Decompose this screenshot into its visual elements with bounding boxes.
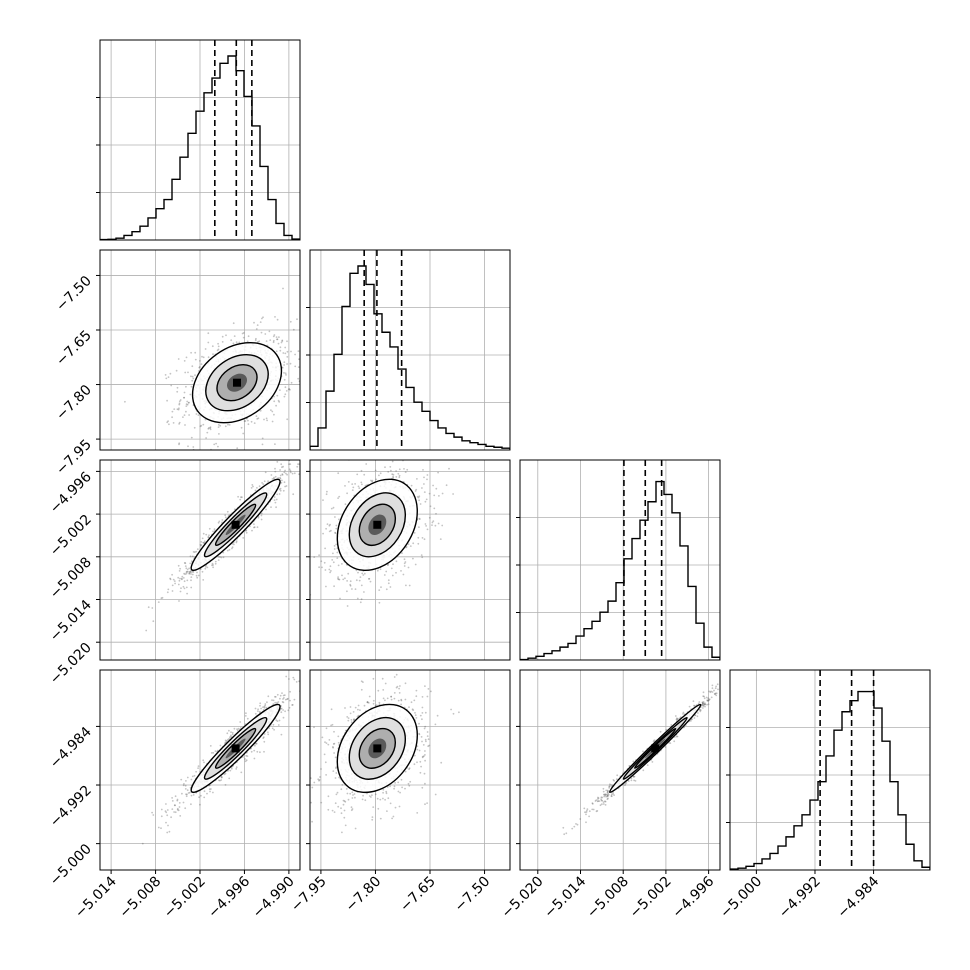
density-peak xyxy=(373,520,382,529)
x-tick-label: −4.984 xyxy=(834,873,882,921)
density-peak xyxy=(231,744,240,753)
density-peak xyxy=(231,520,240,529)
y-tick-label: −7.95 xyxy=(53,437,95,479)
y-tick-label: −5.000 xyxy=(47,841,95,889)
y-tick-label: −4.996 xyxy=(47,469,95,517)
contour-line xyxy=(190,478,281,572)
x-tick-label: −7.50 xyxy=(452,874,494,916)
y-tick-label: −7.80 xyxy=(53,382,95,424)
x-tick-label: −5.014 xyxy=(72,873,120,921)
y-tick-label: −5.002 xyxy=(47,512,95,560)
contour-line xyxy=(336,478,418,572)
axes-frame xyxy=(309,669,511,871)
y-tick-label: −5.008 xyxy=(47,554,95,602)
histogram-bar xyxy=(100,55,300,240)
histogram-3 xyxy=(726,669,931,871)
contour-line xyxy=(216,364,258,402)
histogram-1 xyxy=(306,249,511,451)
x-tick-label: −5.000 xyxy=(717,874,765,922)
scatter-panel-3-2 xyxy=(516,669,721,871)
density-peak xyxy=(651,744,660,753)
axes-frame xyxy=(309,459,511,661)
histogram-bar xyxy=(310,265,510,450)
contour-line xyxy=(190,703,281,794)
scatter-panel-1-0 xyxy=(96,249,301,451)
y-tick-label: −4.984 xyxy=(47,724,95,772)
scatter-panel-2-1 xyxy=(306,459,511,661)
axes-frame xyxy=(99,249,301,451)
scatter-panel-3-1 xyxy=(306,669,511,871)
x-tick-label: −5.020 xyxy=(499,874,547,922)
x-tick-label: −5.014 xyxy=(541,873,589,921)
histogram-2 xyxy=(516,459,721,661)
contour-line xyxy=(191,341,283,424)
x-tick-label: −5.008 xyxy=(584,874,632,922)
histogram-bar xyxy=(520,480,720,660)
density-peak xyxy=(373,744,382,753)
contour-line xyxy=(358,727,397,769)
scatter-panel-2-0 xyxy=(96,459,301,661)
x-tick-label: −7.65 xyxy=(397,874,439,916)
histogram-0 xyxy=(96,39,301,241)
x-tick-label: −7.95 xyxy=(288,874,330,916)
axes-frame xyxy=(729,669,931,871)
x-tick-label: −5.008 xyxy=(116,874,164,922)
contour-line xyxy=(203,492,268,558)
axes-frame xyxy=(99,459,301,661)
x-tick-label: −4.996 xyxy=(669,873,717,921)
y-tick-label: −7.65 xyxy=(53,328,95,370)
y-tick-label: −5.020 xyxy=(47,640,95,688)
x-tick-label: −4.996 xyxy=(205,873,253,921)
axes-frame xyxy=(309,249,511,451)
x-tick-label: −4.990 xyxy=(250,874,298,922)
y-tick-label: −4.992 xyxy=(47,783,95,831)
x-tick-label: −5.002 xyxy=(627,874,675,922)
contour-line xyxy=(203,716,268,780)
axes-frame xyxy=(99,39,301,241)
contour-line xyxy=(348,716,407,780)
contour-line xyxy=(348,492,407,558)
histogram-bar xyxy=(730,690,930,870)
y-tick-label: −7.50 xyxy=(53,273,95,315)
axes-frame xyxy=(519,459,721,661)
density-peak xyxy=(233,378,241,387)
scatter-panel-3-0 xyxy=(96,669,301,871)
contour-line xyxy=(336,703,419,794)
x-tick-label: −4.992 xyxy=(776,874,824,922)
x-tick-label: −7.80 xyxy=(343,874,385,916)
contour-line xyxy=(358,503,397,547)
axes-frame xyxy=(519,669,721,871)
contour-line xyxy=(205,353,269,412)
y-tick-label: −5.014 xyxy=(47,597,95,645)
x-tick-label: −5.002 xyxy=(161,874,209,922)
